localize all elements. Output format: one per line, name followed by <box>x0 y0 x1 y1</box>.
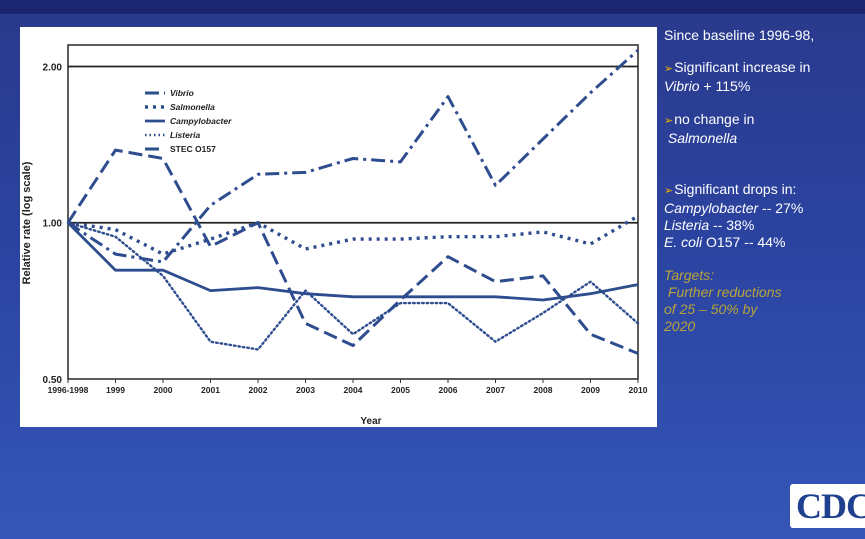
note-targets: Targets: Further reductions of 25 – 50% b… <box>664 267 864 335</box>
x-tick-label: 2006 <box>439 385 458 395</box>
note-vibrio-text: Significant increase in <box>674 59 811 75</box>
legend-label-salmonella: Salmonella <box>170 102 215 112</box>
note-campy-value: -- 27% <box>758 200 804 216</box>
x-tick-label: 1996-1998 <box>48 385 89 395</box>
x-axis-label: Year <box>360 416 381 427</box>
x-tick-label: 2004 <box>344 385 363 395</box>
note-drops-text: Significant drops in: <box>674 181 797 197</box>
x-tick-label: 2001 <box>201 385 220 395</box>
note-vibrio-name: Vibrio <box>664 78 700 94</box>
targets-line-3: of 25 – 50% by <box>664 301 758 317</box>
x-tick-label: 2007 <box>486 385 505 395</box>
series-line-salmonella <box>67 214 639 256</box>
notes-panel: Since baseline 1996-98, ➢Significant inc… <box>664 27 864 335</box>
series-line-stec-o157 <box>66 148 639 355</box>
legend-label-vibrio: Vibrio <box>170 88 194 98</box>
note-listeria-value: -- 38% <box>709 217 755 233</box>
legend-label-listeria: Listeria <box>170 130 201 140</box>
note-listeria-name: Listeria <box>664 217 710 233</box>
chart-panel: 2.00 1.00 0.50 1996-1998 1999 2000 2001 2002 200… <box>20 27 657 427</box>
series-line-vibrio <box>67 49 640 264</box>
arrow-bullet-icon: ➢ <box>664 63 674 75</box>
targets-line-1: Targets: <box>664 267 715 283</box>
x-tick-label: 2009 <box>581 385 600 395</box>
x-tick-label: 2000 <box>154 385 173 395</box>
legend-label-stec-o157: STEC O157 <box>170 144 216 154</box>
x-tick-label: 2005 <box>391 385 410 395</box>
cdc-logo-text: CDC <box>796 486 865 526</box>
cdc-logo: CDC <box>790 484 865 528</box>
note-vibrio: ➢Significant increase in Vibrio + 115% <box>664 59 864 95</box>
targets-line-4: 2020 <box>664 318 696 334</box>
x-tick-label: 2008 <box>534 385 553 395</box>
note-baseline: Since baseline 1996-98, <box>664 27 815 43</box>
x-tick-label: 2010 <box>629 385 648 395</box>
legend-label-campylobacter: Campylobacter <box>170 116 232 126</box>
arrow-bullet-icon: ➢ <box>664 185 674 197</box>
note-drops: ➢Significant drops in: Campylobacter -- 2… <box>664 181 864 251</box>
note-campy-name: Campylobacter <box>664 200 759 216</box>
note-ecoli-value: O157 -- 44% <box>702 234 786 250</box>
plot-area-border <box>67 44 639 380</box>
note-ecoli-name: E. coli <box>664 234 703 250</box>
series-line-campylobacter <box>67 221 639 302</box>
y-tick-label: 0.50 <box>43 375 63 386</box>
y-tick-label: 1.00 <box>43 219 63 230</box>
series-line-listeria <box>66 221 640 351</box>
x-tick-label: 2003 <box>296 385 315 395</box>
x-tick-label: 2002 <box>249 385 268 395</box>
note-salmonella-name: Salmonella <box>667 130 738 146</box>
x-tick-label: 1999 <box>106 385 125 395</box>
y-axis-label: Relative rate (log scale) <box>21 161 33 284</box>
arrow-bullet-icon: ➢ <box>664 115 674 127</box>
note-salmonella-text: no change in <box>674 111 755 127</box>
y-tick-label: 2.00 <box>43 62 63 73</box>
note-vibrio-value: + 115% <box>699 78 751 94</box>
targets-line-2: Further reductions <box>667 284 782 300</box>
note-salmonella: ➢no change in Salmonella <box>664 111 864 147</box>
top-band <box>0 0 865 14</box>
